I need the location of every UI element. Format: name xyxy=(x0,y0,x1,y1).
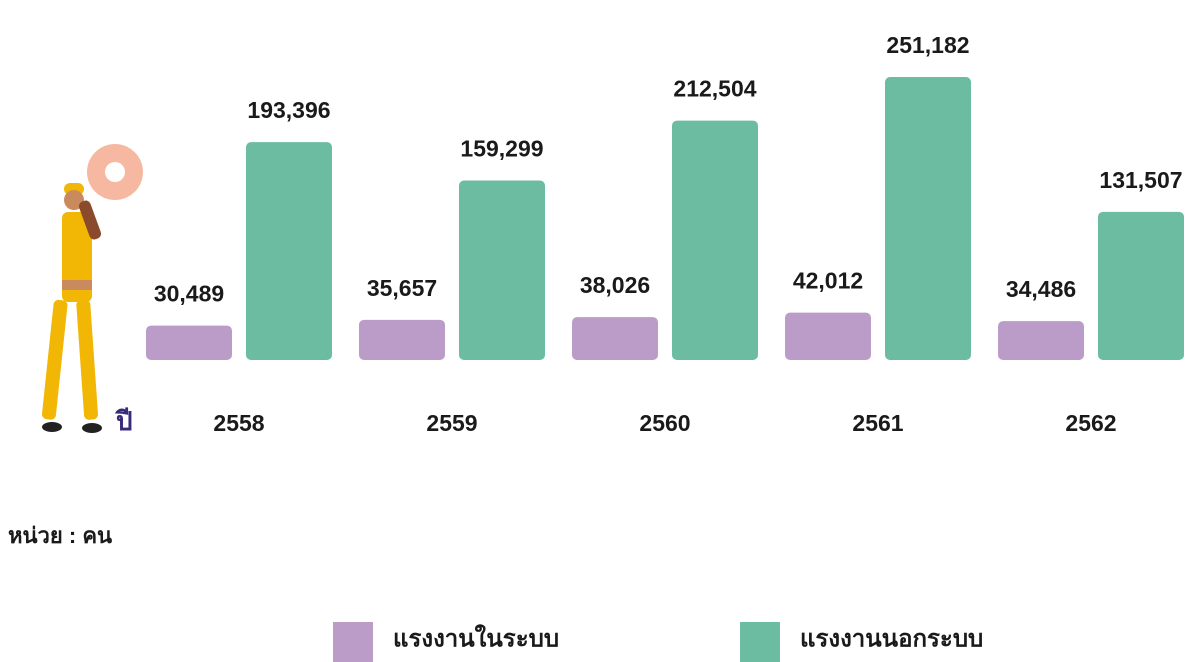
bar xyxy=(1098,211,1184,360)
bar xyxy=(885,77,971,360)
value-label: 35,657 xyxy=(367,275,437,301)
legend-swatch xyxy=(740,622,780,662)
bar xyxy=(459,180,545,360)
value-label: 38,026 xyxy=(580,272,650,298)
bar xyxy=(998,321,1084,360)
x-tick-label: 2562 xyxy=(1065,410,1116,436)
unit-note: หน่วย : คน xyxy=(8,523,112,548)
legend-label: แรงงานนอกระบบ xyxy=(800,625,983,652)
bar xyxy=(785,312,871,360)
bar xyxy=(572,317,658,360)
x-tick-label: 2561 xyxy=(852,410,903,436)
value-label: 193,396 xyxy=(247,97,330,123)
x-tick-label: 2558 xyxy=(213,410,264,436)
legend-swatch xyxy=(333,622,373,662)
x-axis-label: ปี xyxy=(115,406,133,436)
bar xyxy=(359,319,445,360)
value-label: 131,507 xyxy=(1099,167,1182,193)
bar xyxy=(672,120,758,361)
value-label: 212,504 xyxy=(673,76,756,102)
bar xyxy=(246,142,332,360)
value-label: 30,489 xyxy=(154,281,224,307)
x-tick-label: 2560 xyxy=(639,410,690,436)
value-label: 251,182 xyxy=(886,32,969,58)
worker-illustration xyxy=(41,144,143,433)
plot-area: 2558 30,489 193,396 2559 35,657 159,299 2560 38… xyxy=(146,32,1184,436)
value-label: 159,299 xyxy=(460,136,543,162)
x-tick-label: 2559 xyxy=(426,410,477,436)
legend: แรงงานในระบบ แรงงานนอกระบบ xyxy=(333,622,983,662)
legend-label: แรงงานในระบบ xyxy=(393,623,559,652)
value-label: 34,486 xyxy=(1006,276,1076,302)
bar xyxy=(146,325,232,360)
value-label: 42,012 xyxy=(793,268,863,294)
